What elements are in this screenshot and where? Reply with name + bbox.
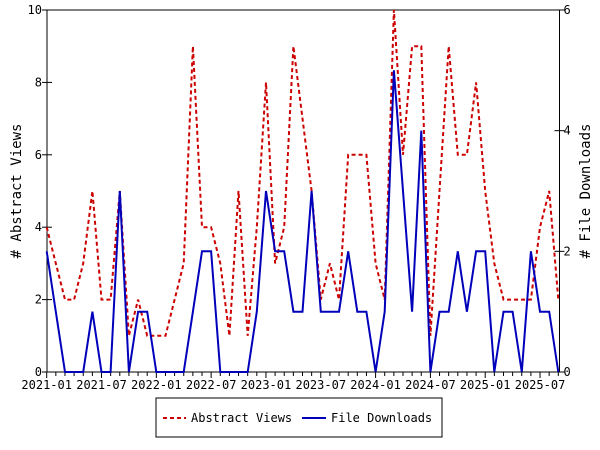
series-line-abstract-views xyxy=(45,9,560,337)
x-tick-label: 2022-07 xyxy=(186,378,237,392)
x-tick-label: 2023-07 xyxy=(295,378,346,392)
y-left-tick-label: 10 xyxy=(28,3,42,17)
y-right-tick-label: 0 xyxy=(564,365,571,379)
legend-label-abstract-views: Abstract Views xyxy=(191,411,292,425)
x-axis: 2021-01 2021-07 2022-01 2022-07 2023-01 2023-… xyxy=(21,372,565,392)
x-tick-label: 2025-07 xyxy=(515,378,566,392)
y-left-tick-label: 8 xyxy=(35,75,42,89)
y-axis-right: 0 2 4 6 xyxy=(554,3,571,379)
y-axis-label-left: # Abstract Views xyxy=(9,124,25,259)
x-tick-label: 2023-01 xyxy=(241,378,292,392)
legend: Abstract Views File Downloads xyxy=(155,397,443,438)
x-tick-label: 2021-01 xyxy=(21,378,72,392)
x-tick-label: 2021-07 xyxy=(76,378,127,392)
y-axis-left: 0 2 4 6 8 10 xyxy=(28,3,52,379)
series-points-file-downloads xyxy=(46,70,559,373)
plot-frame xyxy=(46,9,560,373)
y-right-tick-label: 2 xyxy=(564,244,571,258)
y-left-tick-label: 4 xyxy=(35,220,42,234)
legend-label-file-downloads: File Downloads xyxy=(331,411,432,425)
x-tick-label: 2025-01 xyxy=(460,378,511,392)
x-tick-label: 2022-01 xyxy=(131,378,182,392)
y-left-tick-label: 2 xyxy=(35,293,42,307)
series-layer xyxy=(45,9,560,373)
y-right-tick-label: 4 xyxy=(564,124,571,138)
y-right-tick-label: 6 xyxy=(564,3,571,17)
legend-box xyxy=(155,397,443,438)
series-line-file-downloads xyxy=(45,70,560,373)
x-tick-label: 2024-01 xyxy=(350,378,401,392)
series-points-abstract-views xyxy=(46,9,559,336)
y-left-tick-label: 6 xyxy=(35,148,42,162)
y-axis-label-right: # File Downloads xyxy=(578,124,594,259)
x-tick-label: 2024-07 xyxy=(405,378,456,392)
y-left-tick-label: 0 xyxy=(35,365,42,379)
